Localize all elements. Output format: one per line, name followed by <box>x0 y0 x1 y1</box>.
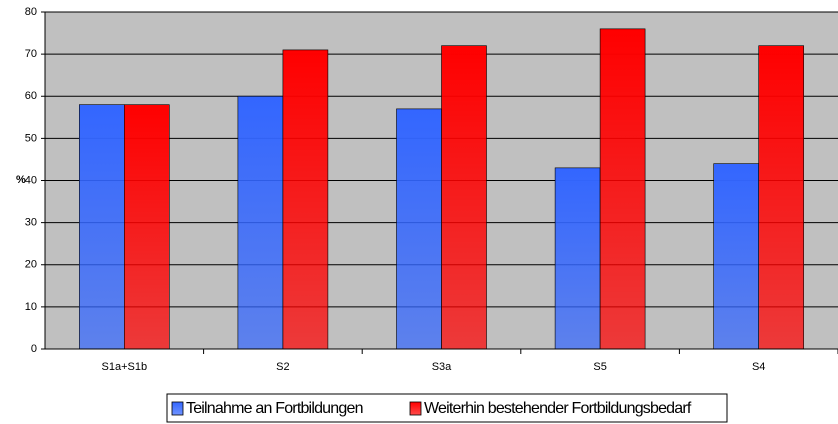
bar <box>758 45 805 350</box>
y-tick-label: 60 <box>25 90 37 102</box>
y-tick-label: 20 <box>25 259 37 271</box>
legend <box>166 393 728 423</box>
y-tick-label: 80 <box>25 6 37 18</box>
y-tick-label: 30 <box>25 217 37 229</box>
x-tick-label: S5 <box>593 361 606 373</box>
x-tick-label: S1a+S1b <box>102 361 148 373</box>
legend-label: Teilnahme an Fortbildungen <box>186 400 363 417</box>
bar <box>282 49 329 350</box>
y-tick-label: 0 <box>31 343 37 355</box>
x-tick-label: S3a <box>432 361 452 373</box>
bar <box>441 45 487 350</box>
x-tick-label: S2 <box>276 361 289 373</box>
legend-swatch <box>409 401 422 416</box>
bar <box>554 167 601 350</box>
x-tick-label: S4 <box>752 361 765 373</box>
y-axis-label: % <box>16 174 26 186</box>
bar <box>599 28 646 350</box>
y-tick-label: 10 <box>25 301 37 313</box>
y-tick-label: 40 <box>25 174 37 186</box>
bar <box>124 104 170 350</box>
bar <box>237 95 284 350</box>
bar <box>713 163 760 350</box>
bar <box>79 104 125 350</box>
y-tick-label: 70 <box>25 48 37 60</box>
y-tick-label: 50 <box>25 132 37 144</box>
legend-swatch <box>171 401 184 416</box>
bar <box>396 108 442 350</box>
legend-label: Weiterhin bestehender Fortbildungsbedarf <box>424 400 692 417</box>
